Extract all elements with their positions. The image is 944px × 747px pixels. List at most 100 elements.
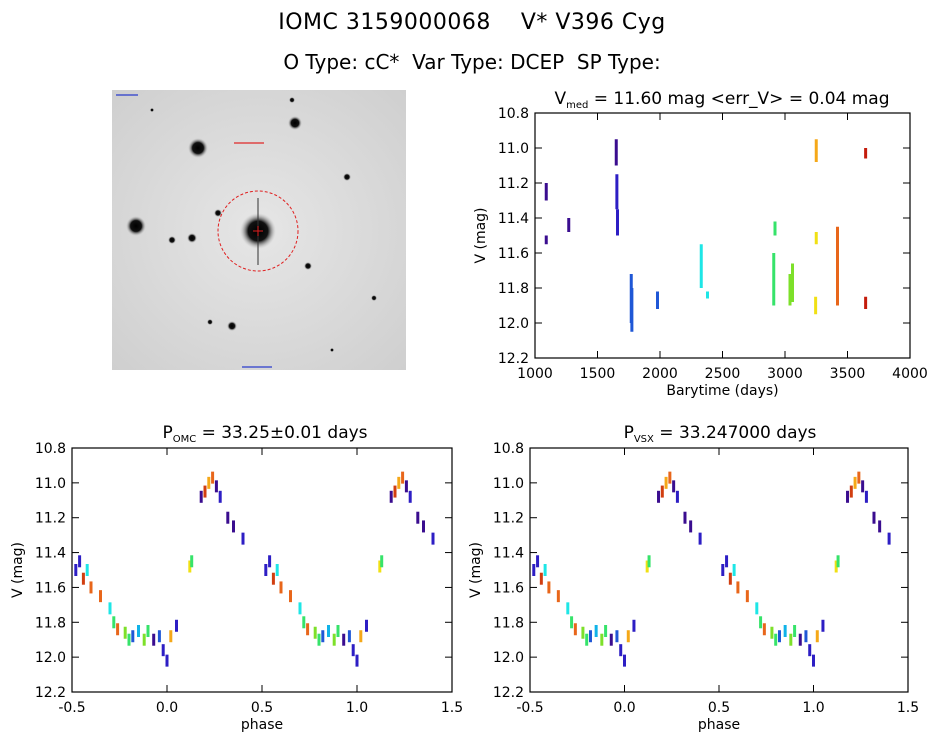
y-tick-label: 11.4 — [35, 546, 66, 562]
data-point — [675, 490, 679, 503]
x-axis-label: phase — [698, 717, 740, 733]
data-point — [668, 471, 672, 484]
data-point — [175, 619, 178, 632]
data-point — [536, 555, 540, 568]
y-tick-label: 10.8 — [493, 441, 524, 457]
data-point — [604, 625, 608, 637]
data-point — [585, 633, 589, 646]
main-title: IOMC 3159000068 V* V396 Cyg — [278, 10, 666, 35]
data-point — [798, 633, 802, 646]
y-tick-label: 10.8 — [498, 106, 529, 122]
data-point — [131, 630, 135, 643]
data-point — [306, 623, 310, 636]
data-point-group — [772, 253, 776, 306]
data-point — [857, 471, 861, 484]
data-point — [232, 520, 235, 533]
data-point — [116, 623, 120, 636]
chart-title: Vmed = 11.60 mag <err_V> = 0.04 mag — [554, 89, 889, 111]
data-point — [321, 630, 325, 643]
data-point — [721, 564, 725, 576]
data-point — [878, 520, 882, 533]
data-point — [214, 480, 218, 493]
data-point — [347, 630, 351, 643]
x-tick-label: 1000 — [517, 366, 553, 382]
data-point — [570, 616, 574, 629]
data-point — [581, 626, 585, 639]
data-point — [264, 564, 268, 576]
y-axis-label: V (mag) — [10, 542, 26, 598]
x-tick-label: 3000 — [767, 366, 803, 382]
data-point — [689, 520, 693, 533]
data-point — [342, 633, 346, 646]
data-point-group — [836, 226, 839, 306]
data-point — [207, 476, 211, 489]
data-point — [804, 630, 808, 643]
data-point — [271, 572, 275, 585]
data-point — [762, 623, 766, 636]
data-point — [664, 476, 668, 489]
data-point — [85, 564, 89, 576]
data-point — [774, 633, 778, 646]
data-point — [777, 630, 781, 643]
data-point — [683, 511, 687, 524]
x-axis-label: Barytime (days) — [666, 383, 778, 399]
data-point — [600, 633, 604, 646]
data-point — [81, 572, 85, 585]
x-tick-label: 4000 — [892, 366, 928, 382]
data-point — [698, 532, 702, 545]
data-point — [626, 630, 630, 643]
data-point-group — [544, 235, 548, 245]
y-tick-label: 11.2 — [498, 176, 529, 192]
x-tick-label: 1.5 — [441, 700, 463, 716]
data-point-group — [616, 209, 619, 236]
data-point — [834, 560, 838, 573]
data-point — [188, 560, 192, 573]
data-point — [431, 532, 435, 545]
data-point-group — [814, 296, 818, 315]
y-axis-label: V (mag) — [468, 542, 484, 598]
data-point — [815, 630, 819, 643]
data-point — [594, 625, 598, 637]
x-tick-label: 2000 — [642, 366, 678, 382]
data-point — [146, 625, 150, 637]
phased-omc-chart: -0.5 0.0 0.5 1.0 1.5 10.8 11.0 11.2 11.4 11.6 11.8… — [10, 423, 463, 733]
data-point — [821, 619, 825, 632]
data-point — [770, 626, 774, 639]
x-tick-label: -0.5 — [516, 700, 543, 716]
y-tick-label: 11.8 — [498, 281, 529, 297]
y-tick-label: 11.8 — [35, 615, 66, 631]
y-tick-label: 11.6 — [498, 246, 529, 262]
data-point-group — [615, 174, 619, 210]
x-axis-label: phase — [241, 717, 283, 733]
chart-title: POMC = 33.25±0.01 days — [162, 423, 367, 445]
data-point — [615, 630, 619, 643]
data-point — [89, 581, 93, 594]
star — [188, 138, 208, 158]
data-point — [645, 560, 649, 573]
data-point — [812, 654, 815, 667]
data-point — [672, 480, 676, 493]
data-point — [74, 564, 78, 576]
data-point — [99, 590, 102, 603]
x-tick-label: 2500 — [705, 366, 741, 382]
data-point — [732, 564, 736, 576]
data-point-group — [567, 218, 571, 232]
data-point — [298, 602, 302, 615]
y-tick-label: 12.0 — [498, 316, 529, 332]
type-subtitle: O Type: cC* Var Type: DCEP SP Type: — [283, 50, 661, 74]
data-point-group — [814, 139, 818, 162]
data-point — [783, 625, 787, 637]
data-point — [332, 633, 336, 646]
data-point-group — [864, 148, 868, 159]
data-point — [623, 654, 626, 667]
x-tick-label: -0.5 — [58, 700, 85, 716]
y-tick-label: 12.2 — [35, 685, 66, 701]
data-point — [647, 555, 651, 568]
data-point — [808, 644, 812, 657]
data-point — [336, 625, 340, 637]
data-point — [657, 490, 661, 503]
data-point — [152, 633, 156, 646]
data-point — [218, 490, 222, 503]
sky-image — [112, 90, 406, 370]
y-tick-label: 11.6 — [35, 580, 66, 596]
